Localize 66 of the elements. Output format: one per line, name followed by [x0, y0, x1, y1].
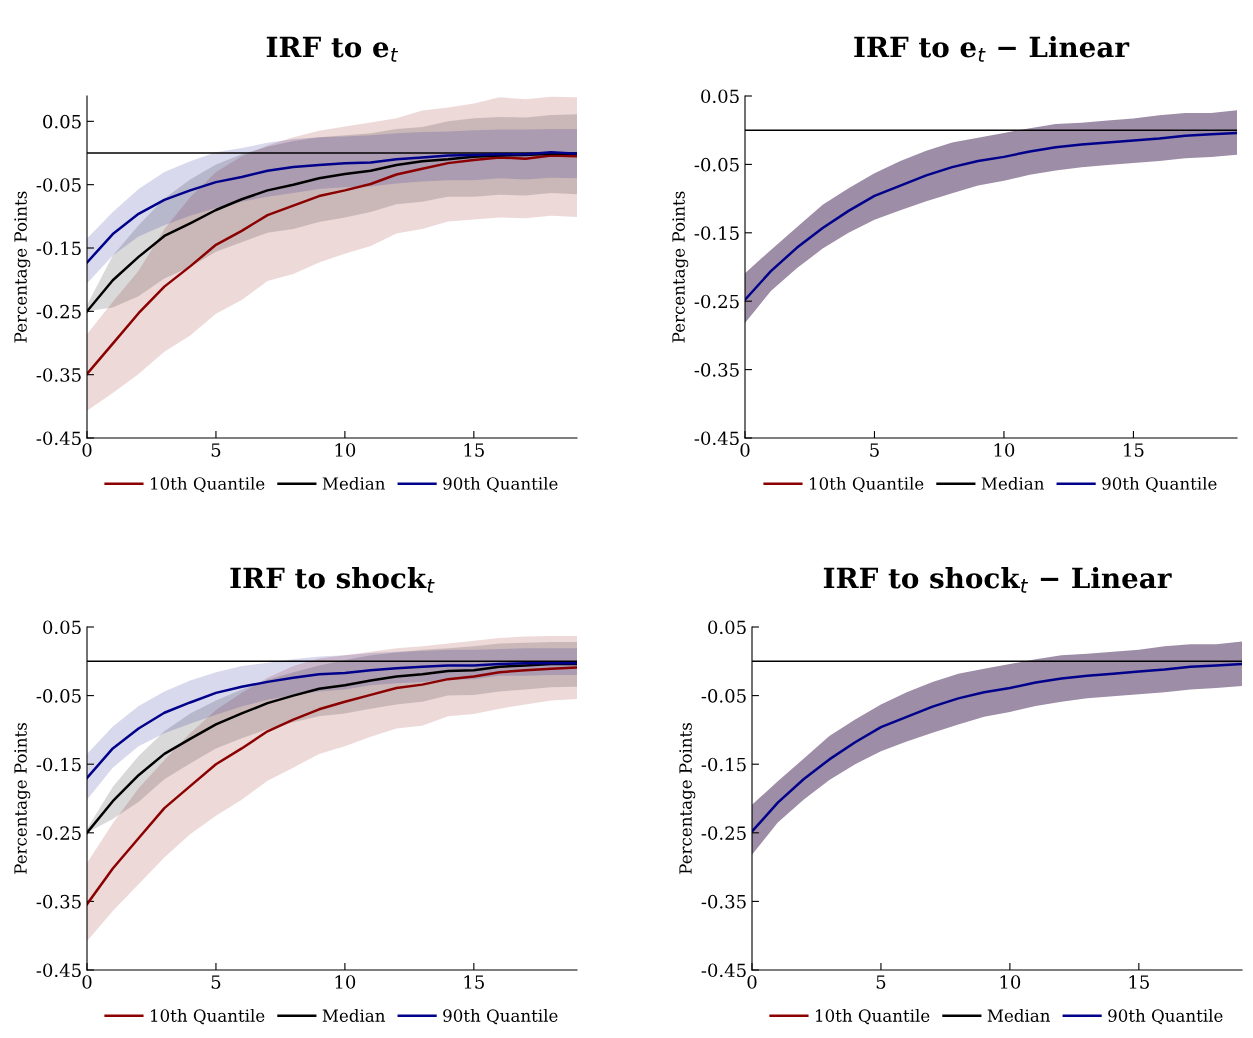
legend-label: Median [987, 1009, 1050, 1022]
y-tick-label: -0.15 [36, 241, 81, 256]
x-tick-label: 0 [82, 443, 92, 457]
x-tick-label: 0 [82, 975, 92, 989]
x-tick-label: 15 [1129, 975, 1149, 989]
y-axis-title: Percentage Points [14, 191, 31, 343]
y-tick-label: -0.25 [36, 826, 81, 840]
x-tick-label: 0 [747, 975, 757, 989]
y-axis-title: Percentage Points [14, 723, 31, 874]
y-tick-label: -0.35 [36, 894, 81, 909]
legend-label: 90th Quantile [1108, 1009, 1223, 1025]
x-tick-label: 5 [211, 975, 221, 989]
legend-label: 90th Quantile [443, 476, 558, 493]
y-tick-label: -0.15 [701, 757, 746, 772]
y-tick-label: -0.15 [694, 226, 739, 240]
x-tick-label: 15 [1124, 443, 1144, 457]
chart-title: IRF to e$_{t}$ − Linear [854, 36, 1130, 62]
x-tick-label: 15 [464, 443, 484, 457]
y-tick-label: 0.05 [708, 620, 746, 635]
line-series [745, 131, 1237, 302]
legend-label: Median [322, 476, 385, 490]
chart-title: IRF to shock$_{t}$ − Linear [823, 567, 1172, 593]
y-tick-label: -0.45 [36, 431, 81, 446]
y-tick-label: -0.25 [694, 294, 739, 309]
x-tick-label: 10 [335, 975, 356, 989]
y-tick-label: -0.05 [36, 689, 81, 703]
x-tick-label: 15 [464, 975, 484, 989]
y-tick-label: 0.05 [43, 114, 81, 129]
y-tick-label: -0.15 [36, 757, 81, 772]
legend-label: 10th Quantile [810, 476, 924, 493]
x-tick-label: 10 [1000, 975, 1021, 989]
x-tick-label: 5 [870, 443, 879, 457]
legend-label: Median [981, 476, 1044, 490]
chart-title: IRF to e$_{t}$ [266, 36, 399, 62]
y-tick-label: -0.45 [36, 963, 81, 978]
legend-label: Median [322, 1009, 385, 1022]
y-tick-label: -0.35 [701, 894, 746, 909]
legend-label: 10th Quantile [151, 1009, 265, 1025]
legend-label: 90th Quantile [443, 1009, 558, 1025]
x-tick-label: 10 [994, 443, 1015, 457]
y-tick-label: -0.45 [694, 431, 739, 446]
legend-label: 90th Quantile [1102, 476, 1217, 493]
y-axis-title: Percentage Points [672, 191, 689, 343]
line-series [87, 662, 577, 780]
x-tick-label: 10 [335, 443, 356, 457]
y-tick-label: -0.25 [36, 304, 81, 319]
y-tick-label: -0.25 [701, 826, 746, 840]
y-tick-label: 0.05 [701, 89, 739, 104]
y-tick-label: 0.05 [43, 620, 81, 635]
x-tick-label: 0 [740, 443, 750, 457]
line-series [87, 154, 577, 376]
legend-label: 10th Quantile [816, 1009, 930, 1025]
legend-label: 10th Quantile [151, 476, 265, 493]
y-tick-label: -0.05 [701, 689, 746, 703]
chart-title: IRF to shock$_{t}$ [230, 567, 435, 593]
y-tick-label: -0.35 [36, 368, 81, 382]
y-tick-label: -0.05 [36, 178, 81, 192]
line-series [752, 662, 1242, 833]
x-tick-label: 5 [876, 975, 886, 989]
y-tick-label: -0.45 [701, 963, 746, 978]
y-tick-label: -0.35 [694, 363, 739, 377]
y-tick-label: -0.05 [694, 157, 739, 172]
x-tick-label: 5 [211, 443, 221, 457]
line-series [87, 666, 577, 906]
y-axis-title: Percentage Points [679, 723, 696, 874]
line-series [87, 151, 577, 264]
